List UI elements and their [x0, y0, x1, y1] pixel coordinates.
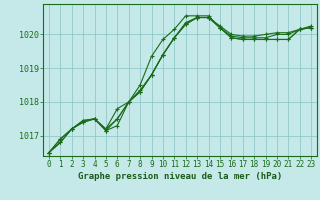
X-axis label: Graphe pression niveau de la mer (hPa): Graphe pression niveau de la mer (hPa)	[78, 172, 282, 181]
